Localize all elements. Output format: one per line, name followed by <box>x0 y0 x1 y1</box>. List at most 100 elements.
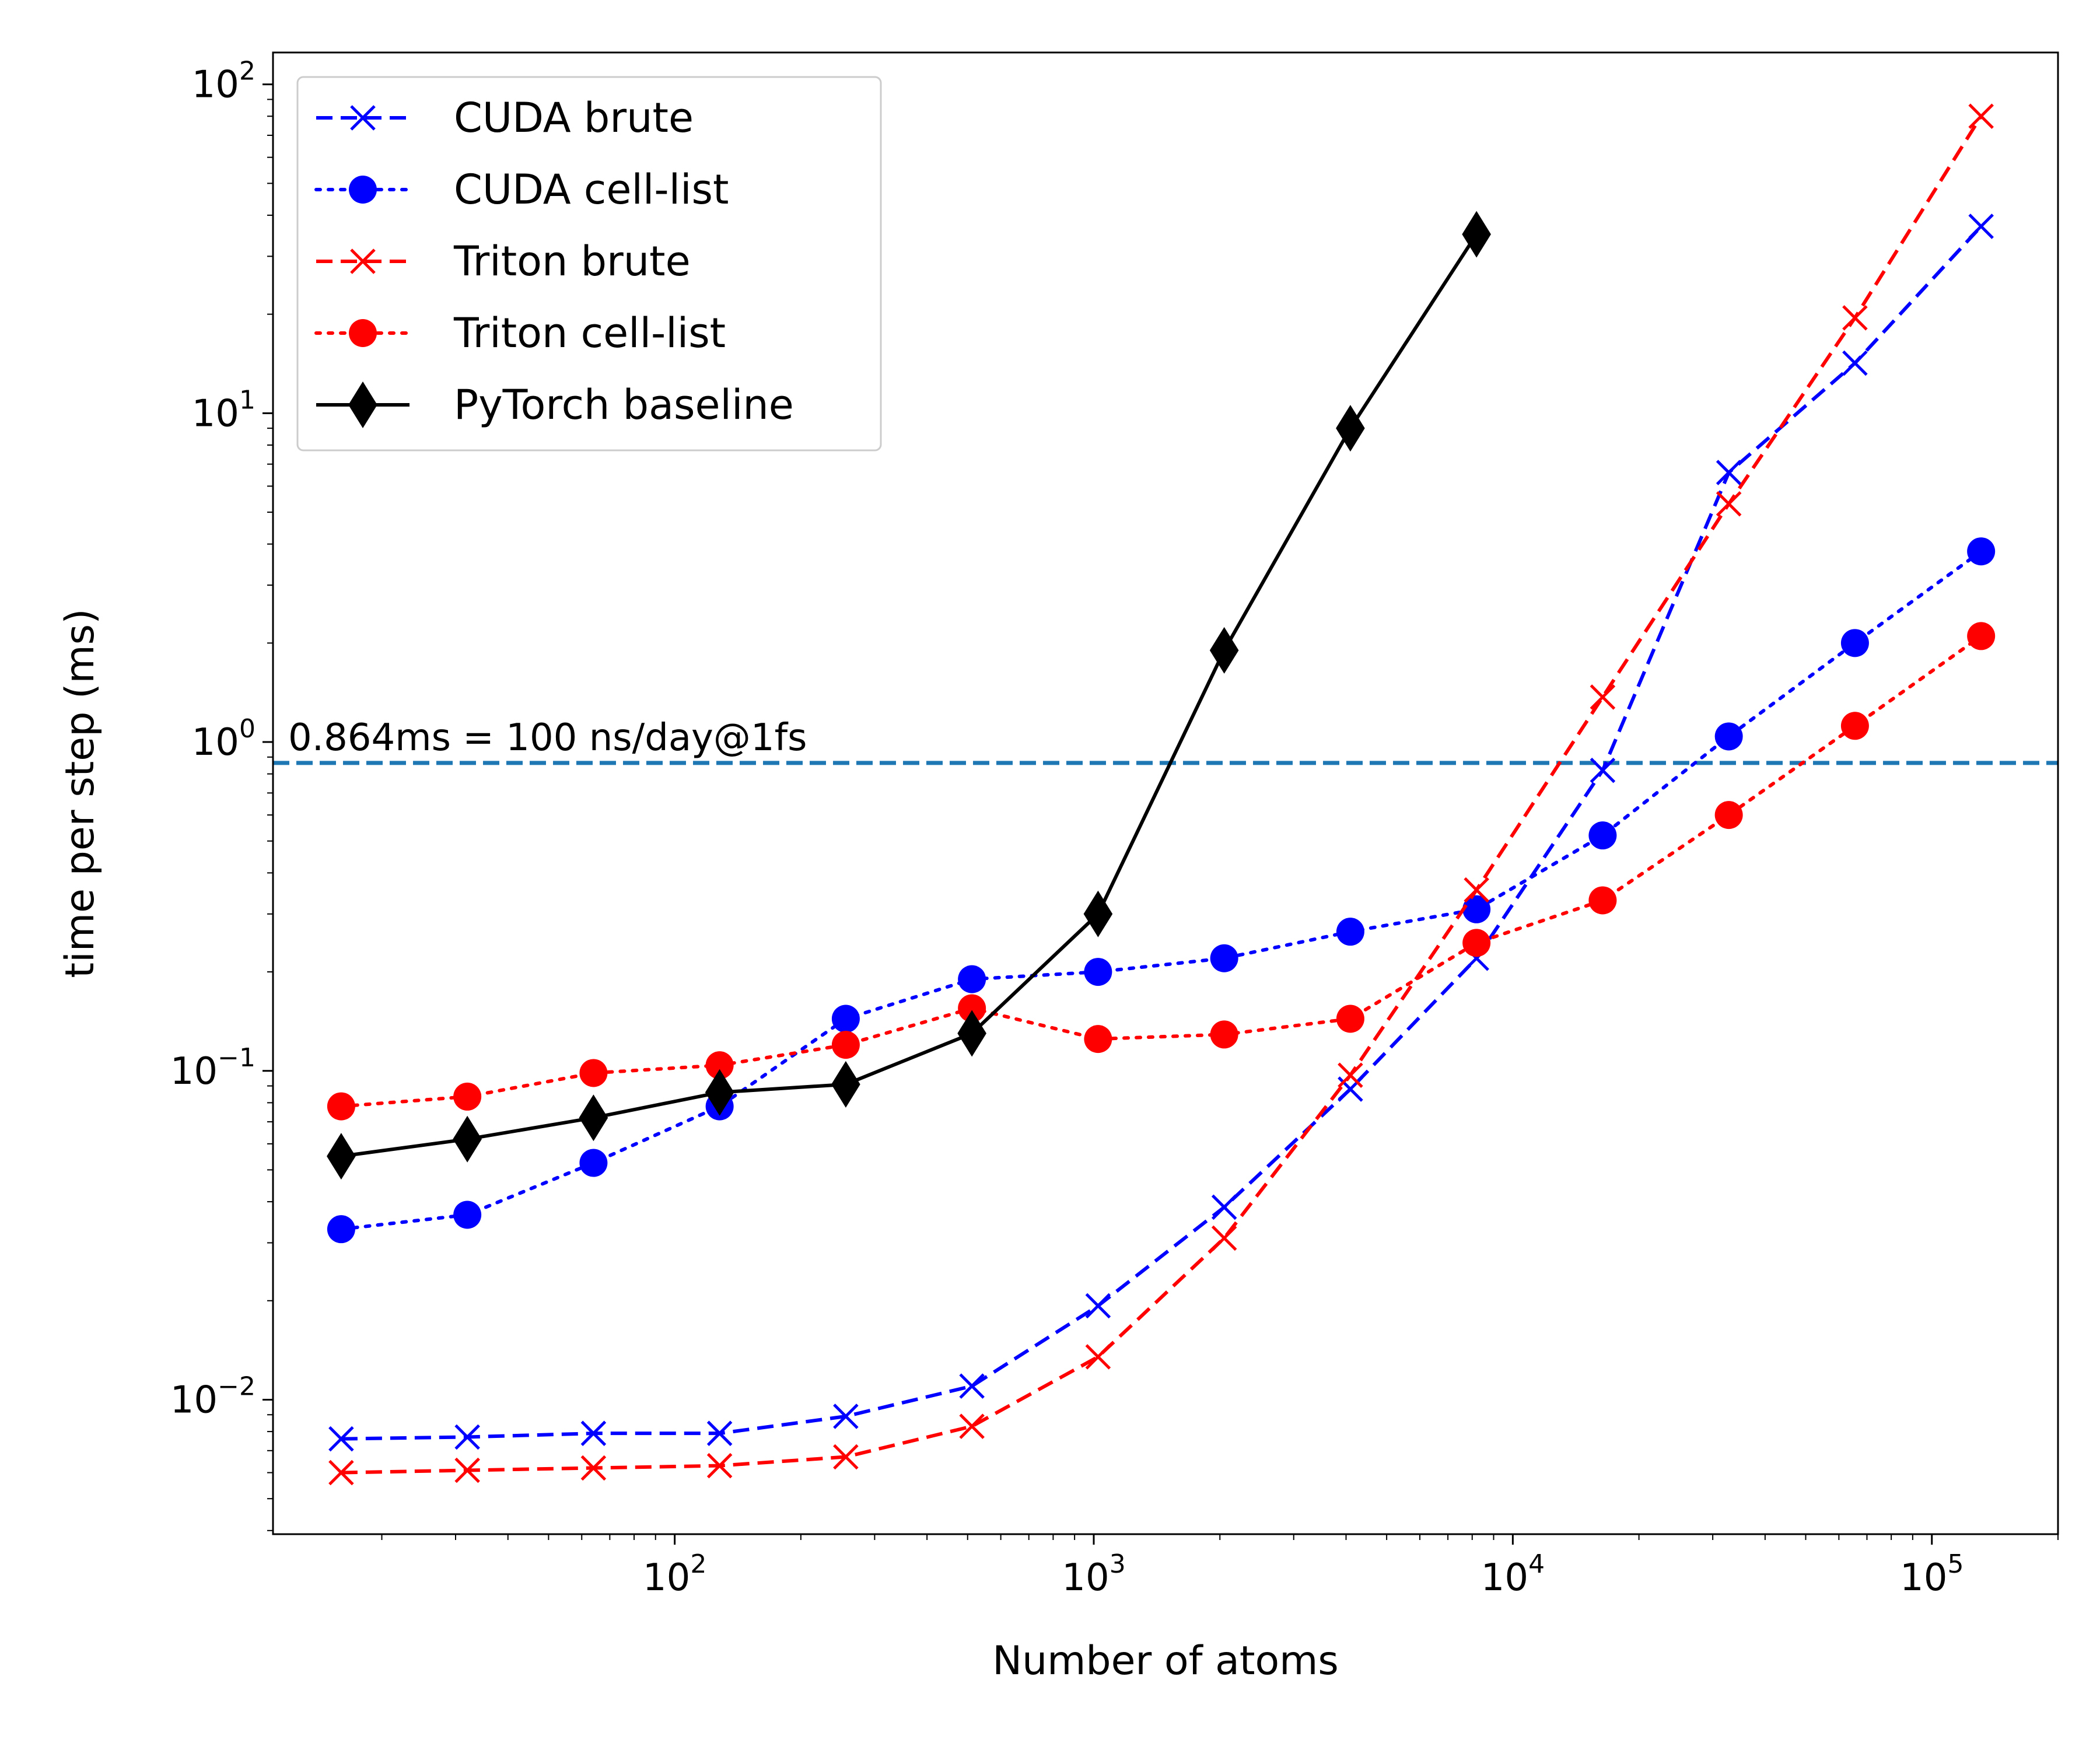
legend-marker <box>349 319 377 347</box>
data-point <box>580 1455 607 1481</box>
data-point <box>327 1215 355 1244</box>
plot-frame <box>272 51 2059 1535</box>
minor-ticks <box>267 99 2059 1540</box>
data-point <box>833 1444 859 1470</box>
data-point <box>579 1059 608 1087</box>
data-point <box>1842 350 1868 376</box>
data-point <box>958 965 986 993</box>
data-point <box>1336 1005 1364 1033</box>
data-point <box>1590 757 1616 783</box>
data-point <box>1588 821 1617 850</box>
data-point <box>1211 1194 1237 1220</box>
data-point <box>1210 944 1238 972</box>
series-line <box>339 634 1983 1108</box>
data-point <box>327 1092 355 1121</box>
series-cuda-brute <box>328 214 1994 1452</box>
data-point <box>327 1133 356 1180</box>
data-point <box>1590 684 1616 710</box>
reference-line-group: 0.864ms = 100 ns/day@1fs <box>273 716 2058 765</box>
legend-label: Triton cell-list <box>453 309 726 357</box>
data-point <box>706 1420 733 1446</box>
series-line <box>341 115 1983 1475</box>
series-line <box>341 233 1478 1158</box>
data-point <box>957 1010 986 1057</box>
x-tick-label: 102 <box>643 1549 706 1600</box>
legend-marker <box>350 249 376 274</box>
series-triton-brute <box>328 103 1994 1486</box>
legend-box <box>296 76 882 452</box>
data-point <box>579 1149 608 1177</box>
data-point <box>959 1413 985 1439</box>
legend-marker <box>348 382 377 428</box>
data-point <box>1084 1025 1112 1054</box>
data-point <box>1968 103 1994 130</box>
legend: CUDA brute CUDA cell-list Triton brute Trit… <box>296 76 882 452</box>
data-point <box>453 1115 482 1163</box>
x-axis-label: Number of atoms <box>992 1638 1339 1684</box>
data-point <box>328 1460 354 1486</box>
series-pytorch-baseline <box>327 211 1491 1180</box>
legend-marker <box>350 105 376 131</box>
y-tick-label: 10−1 <box>170 1043 256 1093</box>
legend-label: CUDA cell-list <box>454 166 729 214</box>
data-point <box>1084 958 1112 986</box>
data-point <box>1588 886 1617 915</box>
data-point <box>1083 890 1113 937</box>
y-tick-label: 100 <box>192 714 256 764</box>
data-point <box>1716 460 1742 485</box>
data-point <box>1209 626 1239 674</box>
data-point <box>1462 929 1491 957</box>
data-point <box>831 1005 860 1033</box>
data-point <box>1462 211 1491 258</box>
data-point <box>706 1452 733 1479</box>
data-point <box>580 1420 607 1446</box>
x-tick-label: 105 <box>1900 1549 1964 1600</box>
data-point <box>705 1051 734 1080</box>
reference-line-label: 0.864ms = 100 ns/day@1fs <box>288 716 807 760</box>
data-point <box>1968 214 1994 239</box>
data-point <box>1842 305 1868 331</box>
data-point <box>1211 1225 1237 1251</box>
data-point <box>1716 491 1742 517</box>
data-point <box>453 1082 482 1111</box>
data-point <box>1336 405 1365 452</box>
data-point <box>1967 537 1996 566</box>
series-line <box>341 225 1983 1441</box>
y-tick-label: 101 <box>192 385 256 435</box>
data-point <box>1085 1293 1111 1319</box>
data-point <box>1714 801 1743 830</box>
series-group <box>327 103 1996 1486</box>
legend-label: PyTorch baseline <box>454 381 794 429</box>
series-line <box>339 550 1983 1231</box>
data-point <box>1714 722 1743 751</box>
data-point <box>579 1094 608 1142</box>
x-tick-label: 103 <box>1062 1549 1125 1600</box>
data-point <box>454 1424 480 1450</box>
data-point <box>1085 1344 1111 1370</box>
y-tick-label: 10−2 <box>170 1371 256 1422</box>
data-point <box>831 1031 860 1059</box>
data-point <box>833 1404 859 1429</box>
y-axis-label: time per step (ms) <box>57 608 103 978</box>
data-point <box>453 1200 482 1229</box>
data-point <box>1840 712 1869 740</box>
legend-label: Triton brute <box>453 237 691 285</box>
data-point <box>959 1373 985 1399</box>
x-tick-label: 104 <box>1481 1549 1545 1600</box>
legend-marker <box>349 176 377 204</box>
data-point <box>454 1457 480 1483</box>
data-point <box>328 1426 354 1452</box>
y-tick-label: 102 <box>192 57 256 107</box>
axes: 102 103 104 105 10−2 10−1 100 101 102 <box>170 57 1964 1600</box>
data-point <box>958 994 986 1023</box>
data-point <box>1210 1020 1238 1049</box>
data-point <box>1338 1062 1363 1088</box>
data-point <box>1336 918 1364 946</box>
legend-label: CUDA brute <box>454 94 694 142</box>
data-point <box>705 1069 734 1116</box>
data-point <box>1462 895 1491 923</box>
data-point <box>1840 629 1869 657</box>
data-point <box>1464 877 1489 903</box>
data-point <box>831 1060 860 1108</box>
